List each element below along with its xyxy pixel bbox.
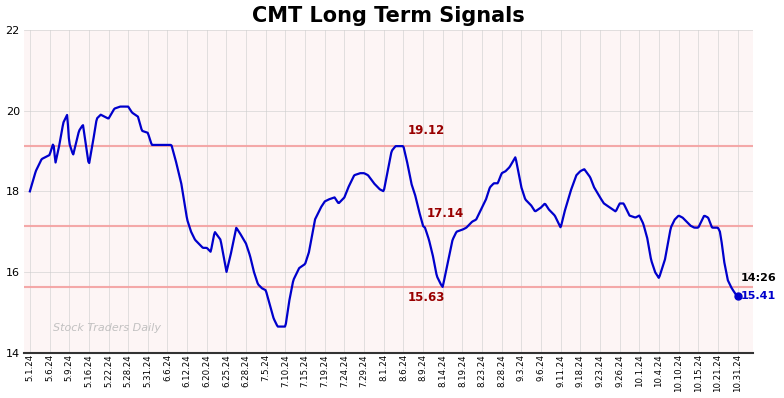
Text: 14:26: 14:26: [741, 273, 776, 283]
Text: 15.41: 15.41: [741, 291, 776, 301]
Title: CMT Long Term Signals: CMT Long Term Signals: [252, 6, 525, 25]
Text: 15.63: 15.63: [408, 291, 445, 304]
Text: 17.14: 17.14: [427, 207, 464, 220]
Text: 19.12: 19.12: [408, 124, 445, 137]
Text: Stock Traders Daily: Stock Traders Daily: [53, 324, 162, 334]
